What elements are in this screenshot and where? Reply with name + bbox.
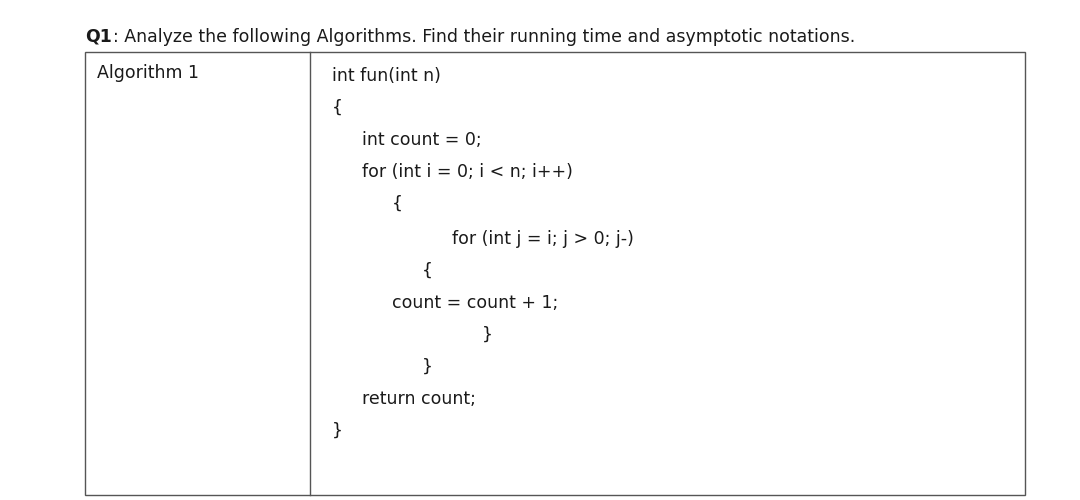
Text: return count;: return count;: [362, 390, 476, 408]
Text: {: {: [332, 99, 343, 117]
Text: Q1: Q1: [85, 28, 112, 46]
Text: }: }: [332, 422, 343, 440]
Bar: [85, 52, 1025, 495]
Text: {: {: [422, 262, 433, 280]
Text: Algorithm 1: Algorithm 1: [97, 64, 199, 82]
Text: : Analyze the following Algorithms. Find their running time and asymptotic notat: : Analyze the following Algorithms. Find…: [113, 28, 855, 46]
Text: {: {: [392, 195, 403, 213]
Text: }: }: [482, 326, 492, 344]
Text: }: }: [422, 358, 433, 376]
Text: count = count + 1;: count = count + 1;: [392, 294, 558, 312]
Text: for (int j = i; j > 0; j-): for (int j = i; j > 0; j-): [453, 230, 634, 248]
Text: int count = 0;: int count = 0;: [362, 131, 482, 149]
Text: int fun(int n): int fun(int n): [332, 67, 441, 85]
Text: for (int i = 0; i < n; i++): for (int i = 0; i < n; i++): [362, 163, 572, 181]
